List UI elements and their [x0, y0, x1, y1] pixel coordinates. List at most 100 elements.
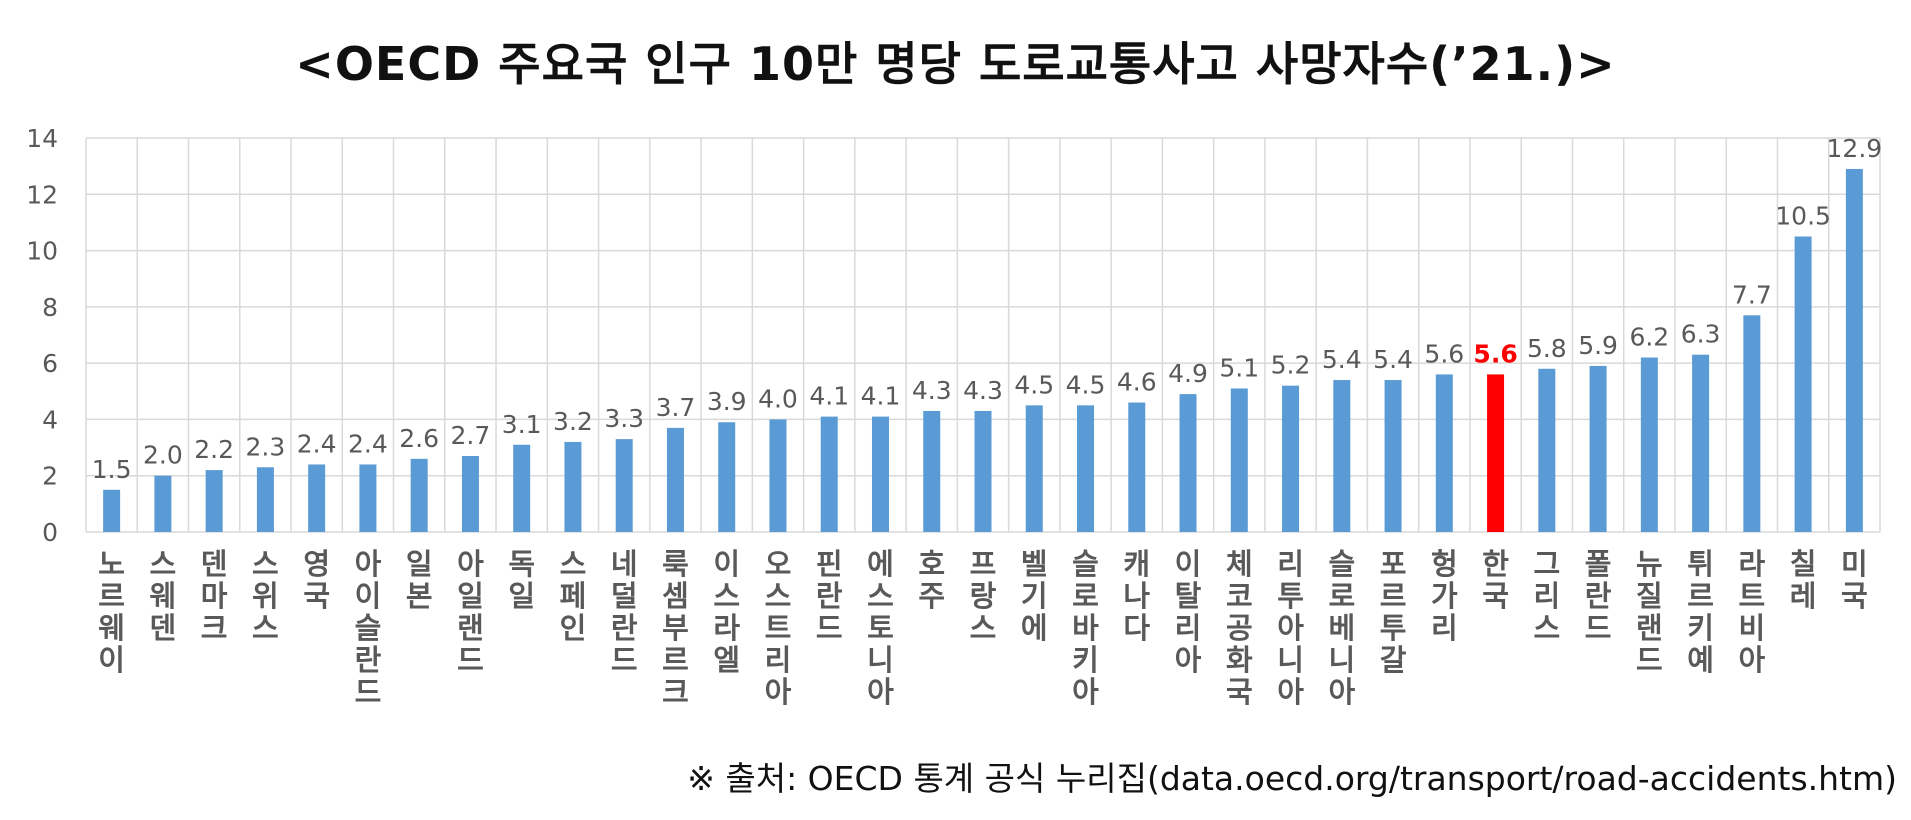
- category-char: 베: [1328, 611, 1355, 645]
- category-char: 슬: [1072, 547, 1099, 581]
- bar-프랑스: [974, 410, 992, 532]
- category-char: 키: [1072, 643, 1099, 677]
- bar-노르웨이: [103, 489, 121, 532]
- category-char: 이: [355, 579, 382, 613]
- data-label: 6.3: [1681, 320, 1721, 349]
- category-char: 로: [1072, 579, 1099, 613]
- category-char: 다: [1123, 611, 1150, 645]
- category-char: 스: [970, 611, 997, 645]
- bar-스웨덴: [154, 475, 172, 532]
- category-char: 본: [406, 579, 433, 613]
- category-char: 일: [457, 579, 484, 613]
- category-char: 미: [1841, 547, 1868, 581]
- category-char: 공: [1226, 611, 1253, 645]
- category-char: 리: [1431, 611, 1458, 645]
- category-char: 르: [1380, 579, 1407, 613]
- category-char: 로: [1328, 579, 1355, 613]
- category-char: 아: [1328, 675, 1355, 709]
- category-char: 르: [662, 643, 689, 677]
- data-label: 3.1: [502, 410, 542, 439]
- data-label: 2.0: [143, 441, 183, 470]
- category-char: 스: [867, 579, 894, 613]
- data-label: 4.1: [861, 382, 901, 411]
- data-label: 2.3: [246, 432, 286, 461]
- y-tick-label: 2: [42, 462, 58, 491]
- category-char: 포: [1380, 547, 1407, 581]
- category-char: 레: [1790, 579, 1817, 613]
- category-char: 인: [560, 611, 587, 645]
- category-char: 니: [1277, 643, 1304, 677]
- category-char: 한: [1482, 547, 1509, 581]
- bar-한국: [1487, 374, 1505, 532]
- data-label: 7.7: [1732, 280, 1772, 309]
- y-tick-label: 8: [42, 293, 58, 322]
- category-char: 엘: [713, 643, 740, 677]
- category-char: 스: [1533, 611, 1560, 645]
- category-char: 랑: [970, 579, 997, 613]
- category-char: 리: [1175, 611, 1202, 645]
- chart-title: <OECD 주요국 인구 10만 명당 도로교통사고 사망자수(’21.)>: [295, 37, 1616, 91]
- bar-칠레: [1794, 236, 1812, 532]
- bar-아이슬란드: [359, 464, 377, 532]
- category-char: 가: [1431, 579, 1458, 613]
- category-char: 라: [713, 611, 740, 645]
- category-char: 국: [1226, 675, 1253, 709]
- category-char: 이: [1175, 547, 1202, 581]
- category-char: 슬: [1328, 547, 1355, 581]
- bar-벨기에: [1025, 405, 1043, 532]
- category-char: 마: [201, 579, 228, 613]
- category-char: 리: [1533, 579, 1560, 613]
- bar-헝가리: [1435, 374, 1453, 532]
- category-char: 오: [765, 547, 792, 581]
- category-char: 바: [1072, 611, 1099, 645]
- data-label: 4.0: [758, 384, 798, 413]
- bar-포르투갈: [1384, 380, 1402, 532]
- category-char: 질: [1636, 579, 1663, 613]
- y-tick-label: 4: [42, 405, 58, 434]
- bar-캐나다: [1128, 402, 1146, 532]
- data-label: 4.3: [963, 376, 1003, 405]
- category-char: 슬: [355, 611, 382, 645]
- data-label: 12.9: [1827, 134, 1883, 163]
- category-label: 헝가리: [1431, 547, 1458, 645]
- category-char: 니: [867, 643, 894, 677]
- y-axis-ticks: 0 2 4 6 8 10 12 14: [26, 124, 58, 547]
- category-char: 에: [867, 547, 894, 581]
- y-tick-label: 12: [26, 180, 58, 209]
- bar-슬로베니아: [1333, 380, 1351, 532]
- bar-미국: [1845, 168, 1863, 532]
- category-char: 폴: [1585, 547, 1612, 581]
- category-char: 칠: [1790, 547, 1817, 581]
- category-char: 에: [1021, 611, 1048, 645]
- data-label: 5.1: [1219, 353, 1259, 382]
- category-char: 페: [560, 579, 587, 613]
- category-char: 스: [713, 579, 740, 613]
- category-char: 아: [1277, 611, 1304, 645]
- category-char: 벨: [1021, 547, 1048, 581]
- category-char: 이: [713, 547, 740, 581]
- category-char: 부: [662, 611, 689, 645]
- data-label: 4.6: [1117, 368, 1157, 397]
- category-label: 벨기에: [1021, 547, 1048, 645]
- category-char: 랜: [1636, 611, 1663, 645]
- category-char: 덴: [150, 611, 177, 645]
- category-char: 캐: [1123, 547, 1150, 581]
- bar-폴란드: [1589, 365, 1607, 532]
- category-char: 트: [765, 611, 792, 645]
- category-char: 르: [1687, 579, 1714, 613]
- bar-네덜란드: [615, 439, 633, 532]
- data-label: 2.2: [194, 435, 234, 464]
- bar-튀르키예: [1692, 354, 1710, 532]
- data-label: 5.6: [1473, 339, 1517, 368]
- category-char: 토: [867, 611, 894, 645]
